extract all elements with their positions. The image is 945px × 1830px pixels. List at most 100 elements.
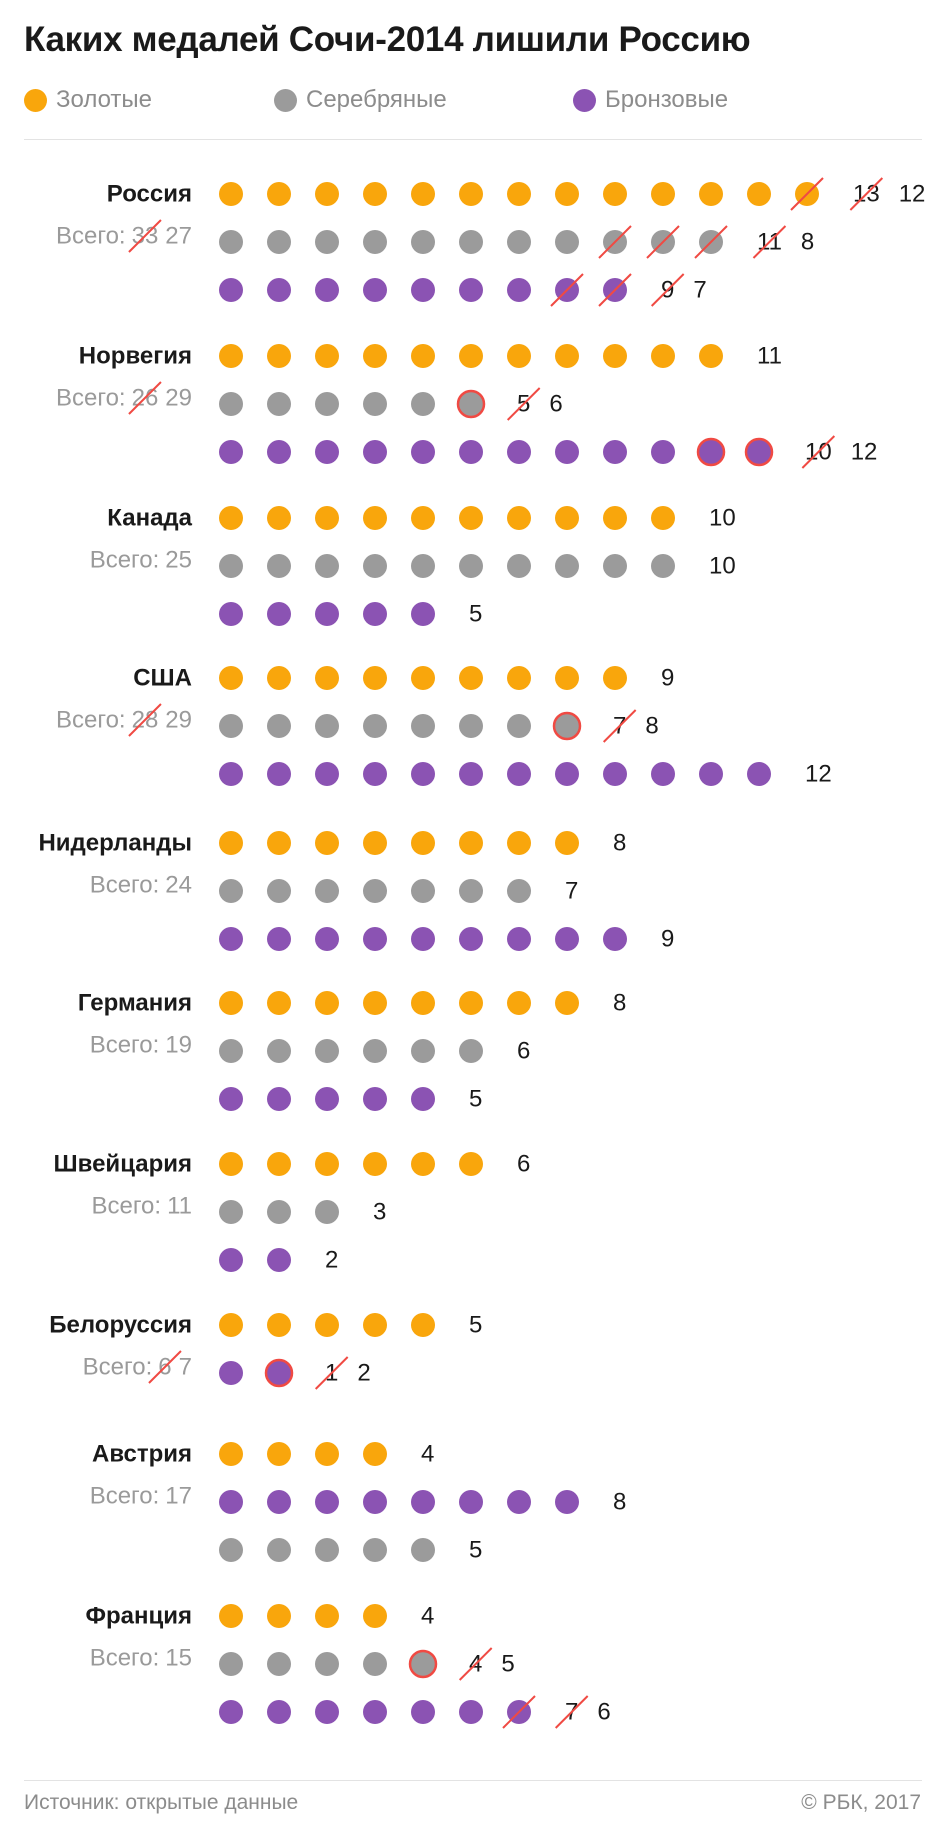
gold-medal-dot	[651, 506, 675, 530]
gold-medal-dot	[219, 991, 243, 1015]
gold-medal-dot	[603, 182, 627, 206]
legend-label-bronze: Бронзовые	[605, 86, 729, 113]
bronze-medal-dot	[555, 440, 579, 464]
bronze-medal-dot	[651, 440, 675, 464]
value: 5	[469, 601, 482, 628]
total-strike	[128, 219, 162, 253]
header-divider	[24, 139, 922, 140]
legend-item-bronze: Бронзовые	[573, 84, 728, 116]
gold-medal-dot	[267, 344, 291, 368]
total-label: Всего:	[56, 223, 126, 250]
gold-medal-dot	[651, 182, 675, 206]
gold-medal-dot	[315, 1442, 339, 1466]
bronze-medal-dot	[459, 762, 483, 786]
value: 8	[613, 830, 626, 857]
silver-medal-dot	[315, 1538, 339, 1562]
bronze-medal-dot	[219, 602, 243, 626]
total-label: Всего:	[56, 385, 126, 412]
gold-medal-dot	[267, 1313, 291, 1337]
source-note: Источник: открытые данные	[24, 1791, 299, 1814]
legend-item-gold: Золотые	[24, 84, 152, 116]
gold-medal-dot	[699, 344, 723, 368]
value: 5	[469, 1086, 482, 1113]
total-label: Всего:	[90, 1483, 160, 1510]
country-name: Австрия	[92, 1441, 192, 1468]
gold-medal-dot	[507, 831, 531, 855]
gold-medal-dot	[363, 1152, 387, 1176]
silver-medal-dot	[363, 1538, 387, 1562]
bronze-medal-dot	[363, 440, 387, 464]
total-label: Всего:	[90, 1032, 160, 1059]
value-strike	[801, 435, 836, 469]
silver-medal-dot	[219, 554, 243, 578]
chart-title: Каких медалей Сочи-2014 лишили Россию	[24, 20, 751, 59]
silver-medal-added	[408, 1649, 438, 1679]
bronze-medal-dot	[267, 1490, 291, 1514]
gold-medal-dot	[363, 1313, 387, 1337]
silver-medal-dot	[363, 1652, 387, 1676]
total-label: Всего:	[90, 872, 160, 899]
total-new: 19	[165, 1032, 192, 1059]
gold-medal-dot	[363, 506, 387, 530]
gold-medal-dot	[411, 1152, 435, 1176]
value: 6	[517, 1151, 530, 1178]
gold-medal-dot	[267, 182, 291, 206]
bronze-medal-dot	[267, 1248, 291, 1272]
silver-medal-dot	[459, 879, 483, 903]
bronze-medal-dot	[507, 440, 531, 464]
silver-medal-dot	[315, 230, 339, 254]
silver-medal-dot	[363, 230, 387, 254]
bronze-medal-dot	[411, 927, 435, 951]
silver-medal-dot	[363, 554, 387, 578]
gold-medal-dot	[315, 1604, 339, 1628]
value: 12	[805, 761, 832, 788]
value-new: 5	[501, 1651, 514, 1678]
total-label: Всего:	[83, 1354, 153, 1381]
stripped-medal-strike	[502, 1695, 536, 1729]
value-new: 6	[597, 1699, 610, 1726]
gold-medal-dot	[219, 1152, 243, 1176]
value-strike	[506, 387, 541, 421]
silver-medal-dot	[315, 1200, 339, 1224]
silver-medal-dot	[363, 714, 387, 738]
silver-medal-dot	[555, 554, 579, 578]
bronze-medal-dot	[315, 602, 339, 626]
silver-medal-dot	[411, 1039, 435, 1063]
silver-medal-dot	[315, 554, 339, 578]
bronze-medal-dot	[219, 1248, 243, 1272]
silver-medal-dot	[459, 230, 483, 254]
total-new: 11	[167, 1193, 192, 1220]
gold-medal-dot	[219, 344, 243, 368]
silver-medal-dot	[411, 714, 435, 738]
bronze-medal-dot	[603, 762, 627, 786]
bronze-medal-dot	[363, 1700, 387, 1724]
stripped-medal-strike	[694, 225, 728, 259]
total-label: Всего:	[90, 1645, 160, 1672]
gold-medal-dot	[315, 344, 339, 368]
value: 10	[709, 553, 736, 580]
silver-medal-dot	[267, 1200, 291, 1224]
value: 6	[517, 1038, 530, 1065]
gold-medal-dot	[411, 506, 435, 530]
total-new: 24	[165, 872, 192, 899]
silver-medal-dot	[219, 230, 243, 254]
value: 2	[325, 1247, 338, 1274]
gold-medal-dot	[363, 1604, 387, 1628]
silver-medal-dot	[219, 714, 243, 738]
silver-medal-dot	[315, 714, 339, 738]
gold-medal-dot	[411, 666, 435, 690]
gold-medal-dot	[603, 666, 627, 690]
value-new: 8	[801, 229, 814, 256]
bronze-medal-dot	[411, 602, 435, 626]
value: 8	[613, 990, 626, 1017]
silver-medal-dot	[219, 1538, 243, 1562]
bronze-medal-dot	[363, 762, 387, 786]
value-strike	[602, 709, 637, 743]
value-new: 6	[549, 391, 562, 418]
value: 11	[757, 343, 782, 370]
gold-medal-dot	[459, 182, 483, 206]
silver-medal-dot	[315, 1652, 339, 1676]
gold-medal-dot	[315, 666, 339, 690]
silver-medal-dot	[603, 554, 627, 578]
total-label: Всего:	[56, 707, 126, 734]
